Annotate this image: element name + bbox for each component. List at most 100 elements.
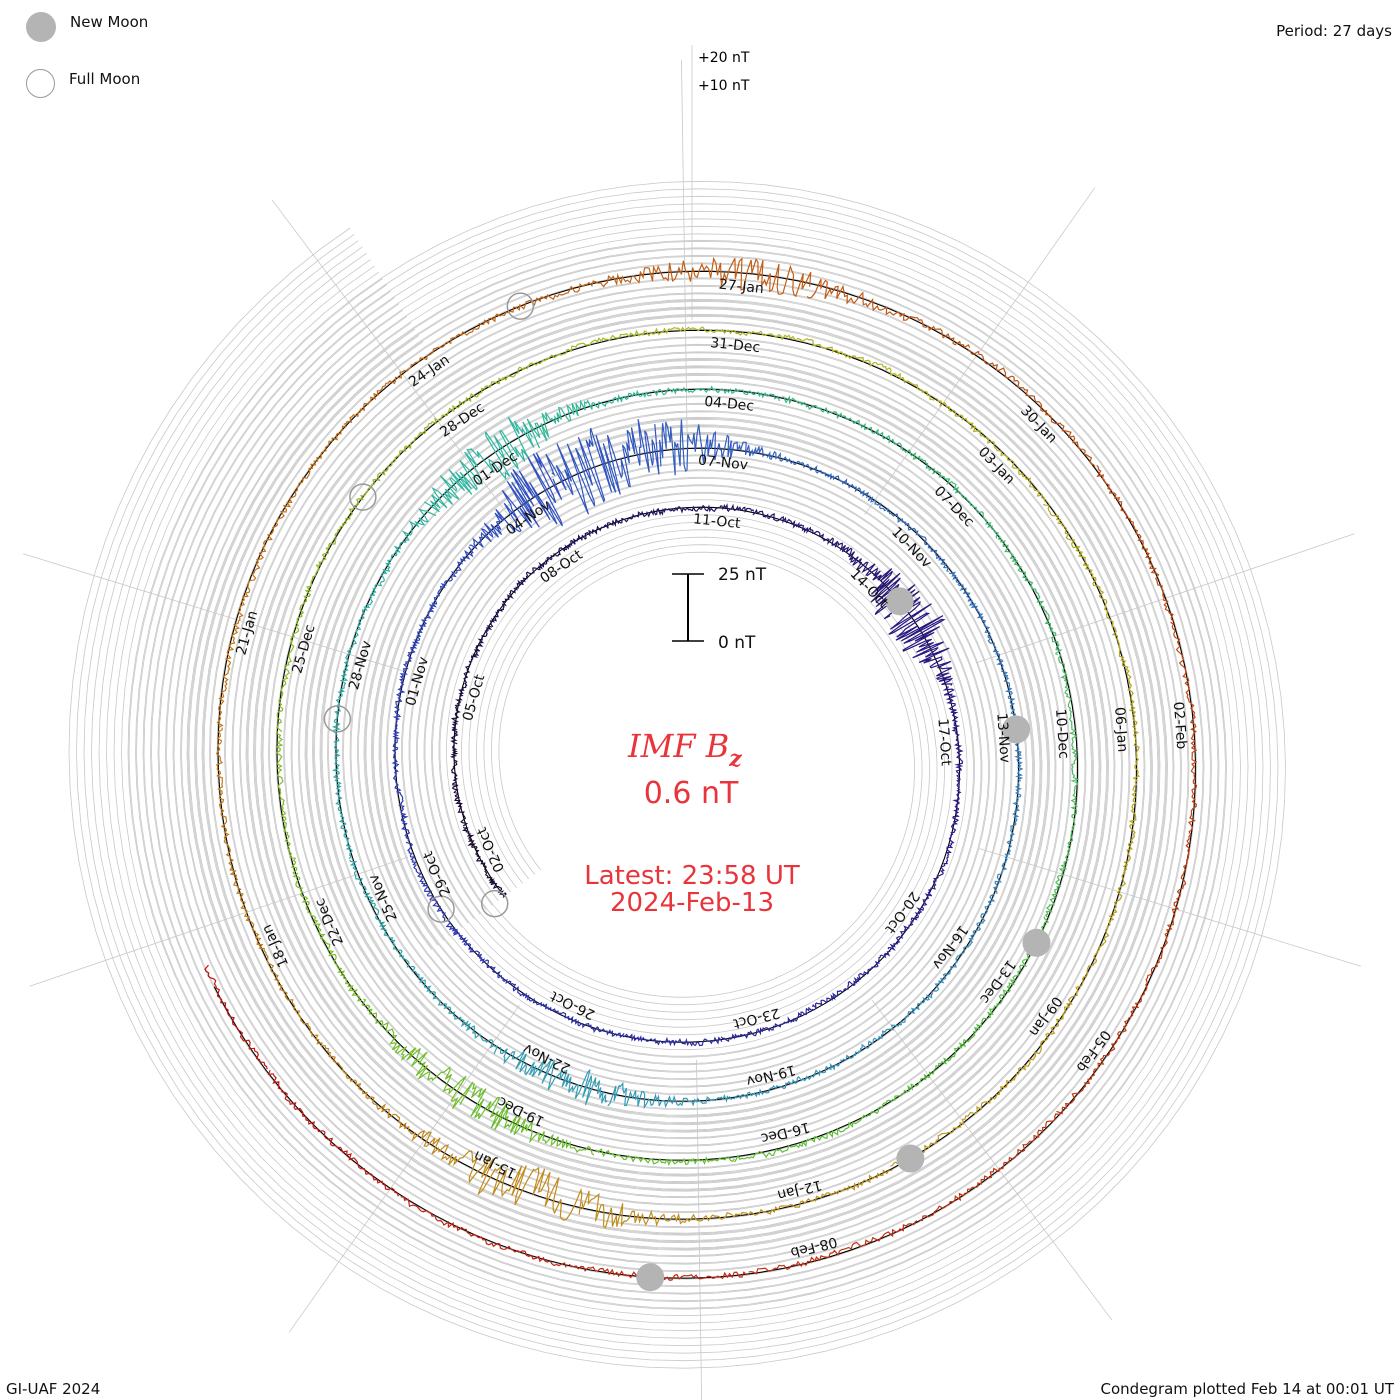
- bz-series-segment: [478, 272, 641, 326]
- date-tick-label: 15-Jan: [471, 1147, 519, 1181]
- grid-spiral: [76, 188, 1279, 1362]
- current-value: 0.6 nT: [644, 776, 739, 811]
- date-tick-label: 18-Jan: [259, 922, 292, 970]
- period-label: Period: 27 days: [1276, 22, 1392, 40]
- latest-time: Latest: 23:58 UT: [584, 861, 800, 891]
- bz-series-segment: [1103, 790, 1137, 944]
- bz-series-segment: [734, 1114, 867, 1163]
- grid-spiral: [98, 210, 1256, 1339]
- bz-series-segment: [806, 278, 971, 348]
- bz-series-segment: [607, 1081, 729, 1110]
- grid-spiral: [196, 308, 1159, 1242]
- day-spoke: [288, 1005, 520, 1333]
- bz-series-segment: [529, 997, 625, 1039]
- grid-spiral: [203, 315, 1151, 1234]
- bz-series-segment: [204, 964, 268, 1070]
- bz-series-segment: [888, 596, 954, 686]
- bz-series-segment: [391, 739, 411, 842]
- day-spoke: [681, 60, 688, 461]
- full-moon-marker: [349, 483, 377, 511]
- bz-series-segment: [392, 638, 421, 741]
- bz-series-segment: [1017, 942, 1105, 1075]
- bz-series-segment: [361, 998, 474, 1110]
- bz-series-segment: [728, 1061, 841, 1101]
- bz-series-segment: [1096, 465, 1175, 622]
- bz-series-segment: [267, 1070, 399, 1197]
- bz-series-segment: [411, 965, 499, 1055]
- date-tick-label: 10-Nov: [888, 524, 934, 571]
- bz-series-segment: [887, 869, 944, 951]
- bz-series-segment: [919, 1113, 1060, 1222]
- full-moon-marker: [480, 889, 509, 918]
- bz-series-segment: [1170, 621, 1198, 796]
- full-moon-marker: [427, 895, 455, 923]
- bz-series-segment: [400, 1196, 567, 1268]
- grid-spiral: [91, 203, 1264, 1347]
- bz-series-segment: [255, 425, 347, 569]
- date-tick-label: 07-Dec: [931, 483, 977, 530]
- bz-series-segment: [423, 416, 535, 513]
- bz-series-segment: [416, 546, 474, 640]
- legend-new-moon: New Moon: [26, 12, 148, 42]
- date-tick-label: 11-Oct: [692, 511, 741, 532]
- bz-series-segment: [748, 1220, 918, 1275]
- bz-series-segment: [948, 571, 1004, 670]
- bz-series-segment: [1057, 654, 1080, 787]
- bz-series-segment: [796, 337, 935, 401]
- grid-spiral: [106, 218, 1249, 1332]
- full-moon-icon: [26, 69, 55, 98]
- amplitude-label-10: +10 nT: [698, 78, 750, 94]
- bz-series-segment: [387, 376, 507, 467]
- day-spoke: [978, 848, 1362, 967]
- date-tick-label: 10-Dec: [1052, 708, 1072, 759]
- latest-date: 2024-Feb-13: [610, 888, 774, 918]
- bz-series-segment: [646, 326, 797, 341]
- grid-spiral: [83, 195, 1271, 1354]
- grid-spiral: [173, 285, 1181, 1264]
- bz-series-segment: [993, 782, 1022, 894]
- bz-series-segment: [343, 325, 481, 425]
- date-tick-label: 13-Nov: [993, 712, 1013, 763]
- bz-series-segment: [933, 893, 996, 992]
- bz-series-segment: [940, 777, 962, 872]
- bz-series-segment: [470, 589, 516, 663]
- bz-series-segment: [216, 567, 260, 728]
- date-tick-label: 02-Oct: [474, 824, 508, 874]
- moon-markers: [323, 292, 1051, 1292]
- bz-series-segment: [997, 535, 1063, 656]
- bz-series-segment: [469, 452, 563, 550]
- date-tick-label: 27-Jan: [718, 277, 765, 298]
- day-spoke: [696, 1059, 703, 1400]
- grid-spiral: [188, 300, 1166, 1249]
- bz-series-segment: [866, 1030, 976, 1118]
- day-spoke: [29, 856, 409, 987]
- full-moon-marker: [323, 705, 352, 733]
- bz-series-segment: [639, 256, 812, 298]
- bz-series-segment: [766, 450, 869, 499]
- bz-series-segment: [292, 872, 362, 1002]
- bz-series-segment: [1044, 786, 1079, 919]
- credit-label: GI-UAF 2024: [6, 1380, 101, 1398]
- bz-series-segment: [545, 419, 660, 515]
- bz-series-segment: [967, 349, 1096, 468]
- bz-series-segment: [1043, 503, 1119, 638]
- scale-bar: [672, 573, 704, 642]
- grid-spiral: [128, 240, 1226, 1309]
- bz-series-segment: [505, 329, 647, 380]
- bz-series-segment: [526, 389, 652, 449]
- grid-spiral: [181, 293, 1174, 1257]
- bz-series-segment: [349, 859, 410, 968]
- bz-series-segment: [1056, 966, 1158, 1115]
- full-moon-marker: [506, 292, 535, 320]
- bz-series-segment: [1155, 794, 1198, 967]
- day-spoke: [22, 553, 406, 672]
- legend-full-moon: Full Moon: [26, 69, 140, 98]
- day-spoke: [864, 187, 1096, 515]
- new-moon-marker: [896, 1144, 925, 1173]
- day-spoke: [871, 999, 1113, 1321]
- bz-series-segment: [782, 395, 903, 450]
- day-spokes: [22, 45, 1362, 1400]
- date-tick-label: 07-Nov: [697, 452, 749, 473]
- new-moon-marker: [1002, 715, 1031, 744]
